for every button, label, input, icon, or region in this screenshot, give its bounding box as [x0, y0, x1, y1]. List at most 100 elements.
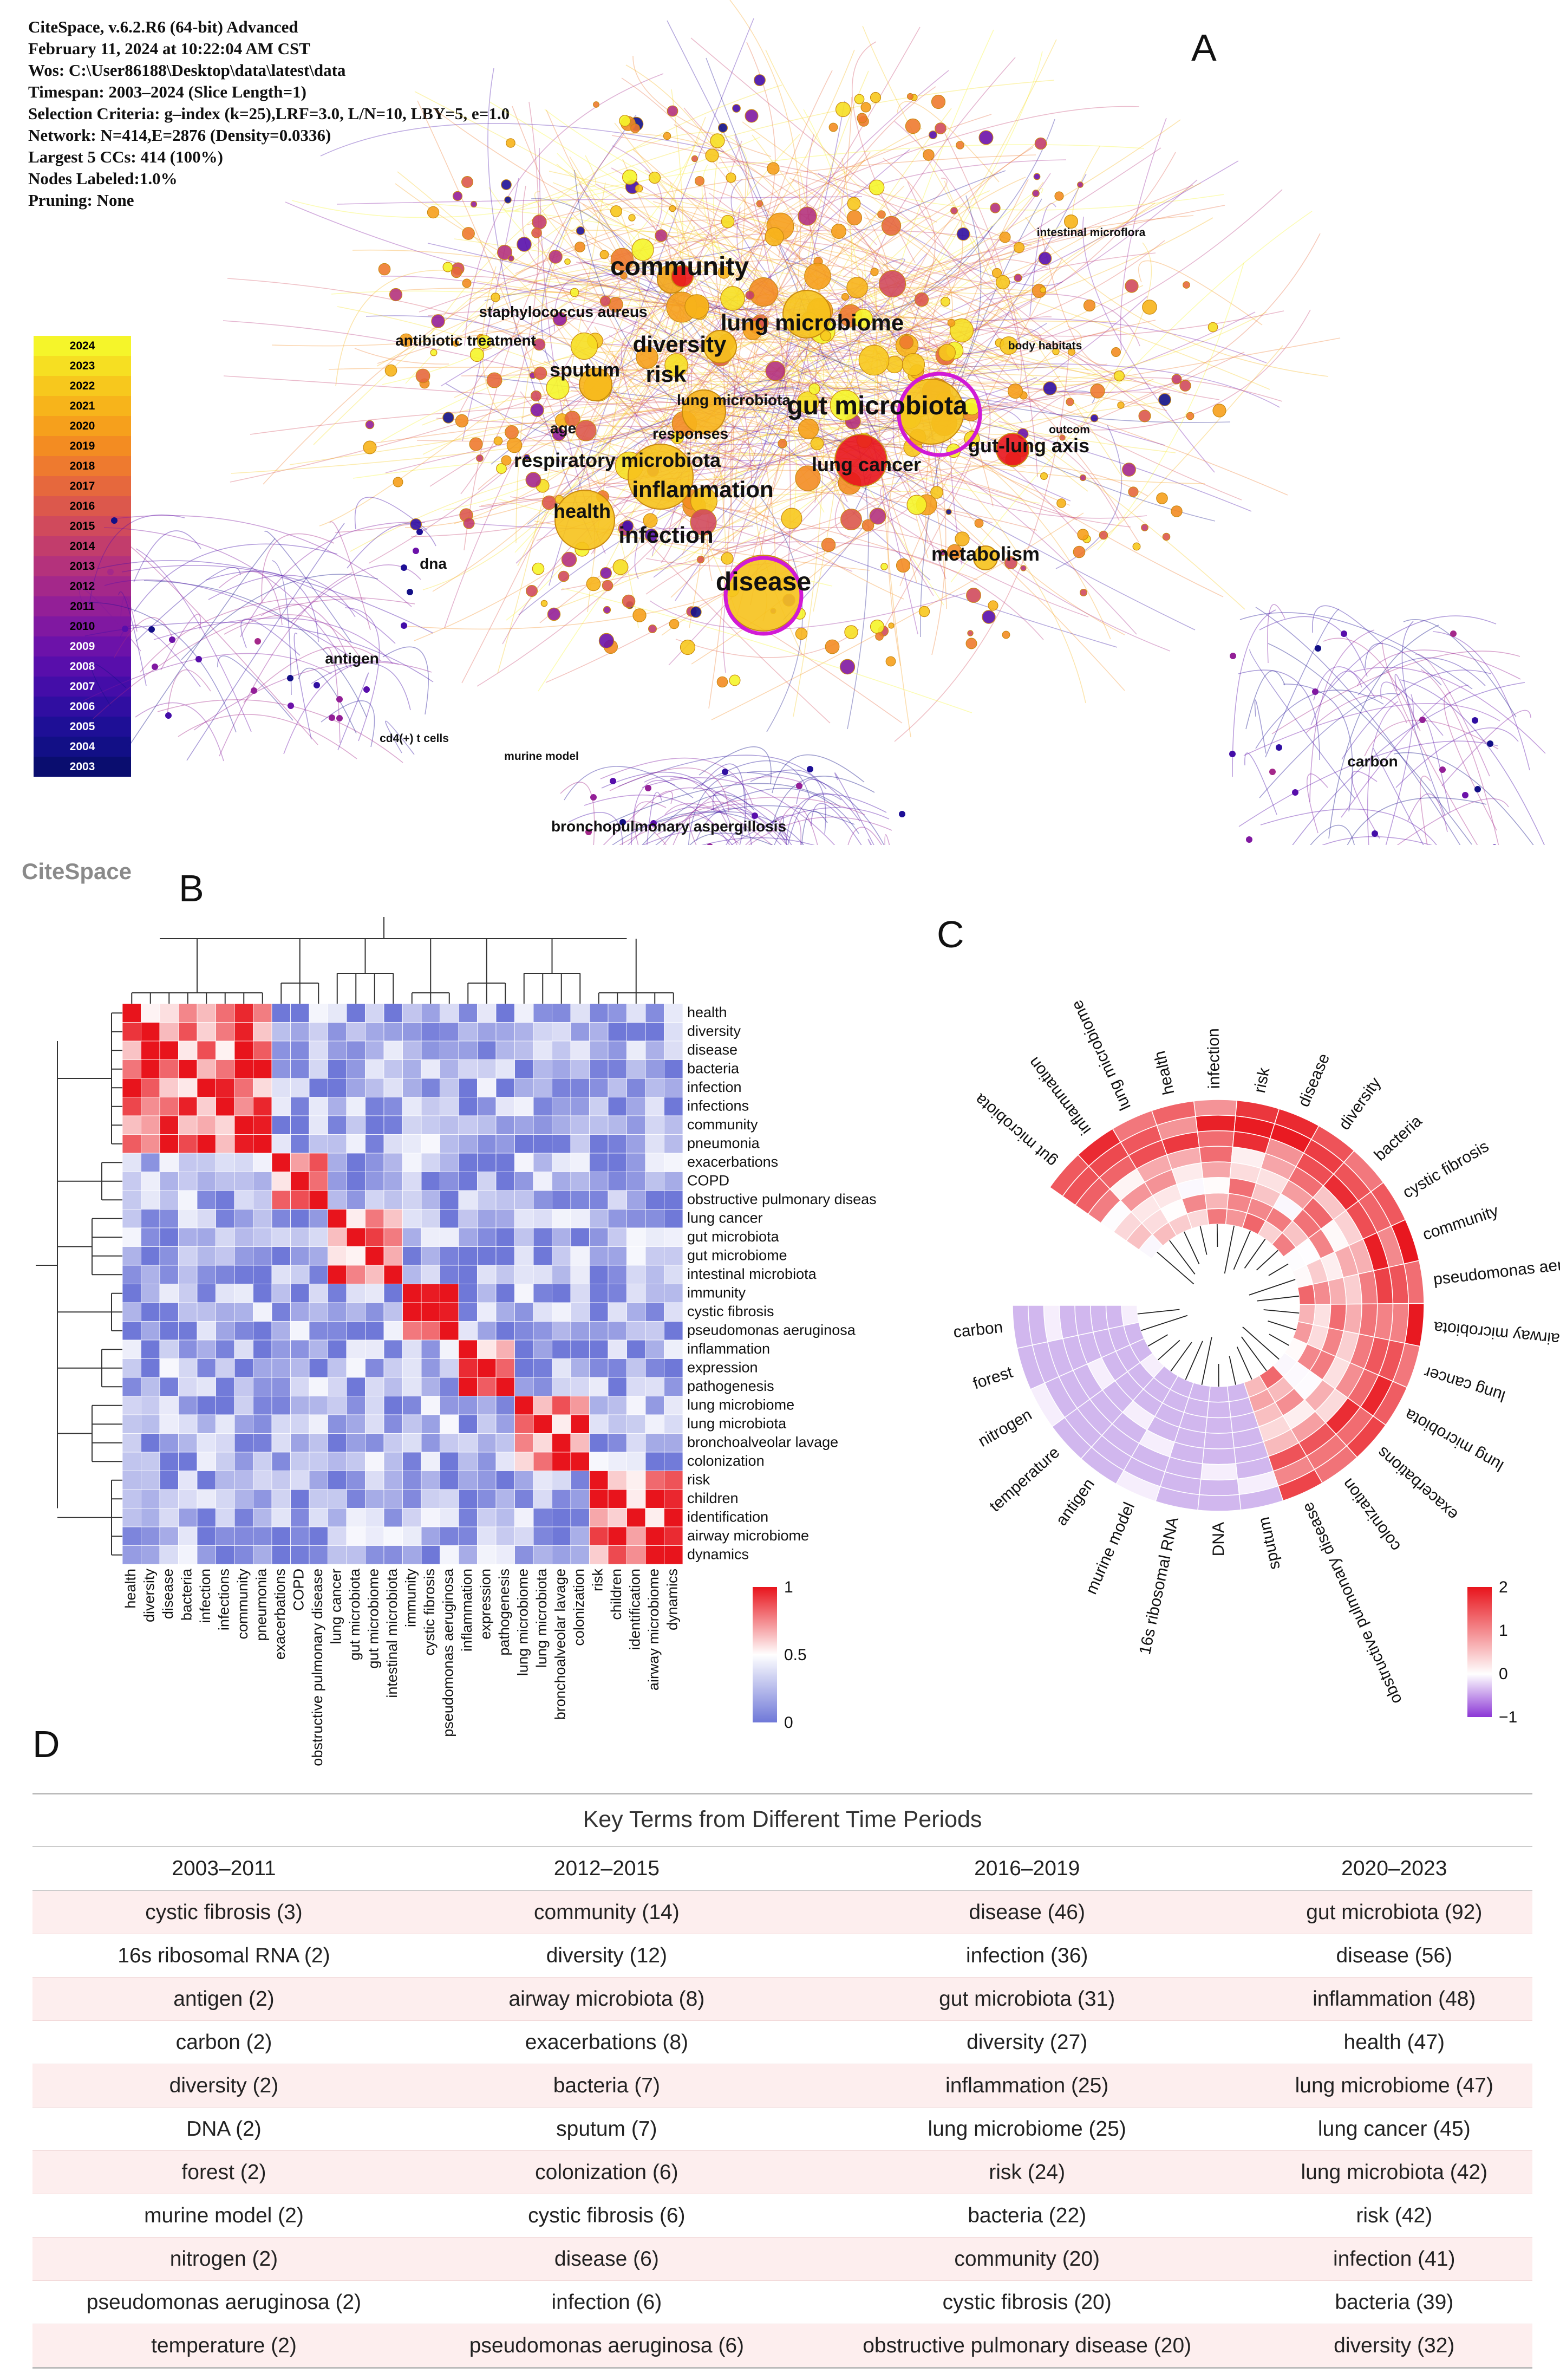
- network-edge: [874, 147, 1034, 427]
- key-terms-panel: D Key Terms from Different Time Periods …: [0, 1722, 1560, 2380]
- heatmap-cell: [589, 1059, 609, 1079]
- network-node: [476, 454, 484, 462]
- network-node: [590, 794, 597, 801]
- network-edge: [628, 339, 1021, 365]
- heatmap-cell: [626, 1190, 646, 1209]
- heatmap-cell: [440, 1284, 459, 1303]
- heatmap-cell: [197, 1377, 216, 1396]
- network-edge: [1420, 776, 1431, 845]
- heatmap-cell: [365, 1526, 384, 1546]
- network-node: [416, 529, 423, 535]
- heatmap-column-label: COPD: [291, 1569, 307, 1611]
- network-node: [690, 606, 702, 618]
- heatmap-cell: [383, 1190, 403, 1209]
- heatmap-cell: [552, 1508, 571, 1527]
- network-edge: [639, 285, 756, 339]
- heatmap-cell: [309, 1172, 328, 1191]
- heatmap-cell: [533, 1358, 552, 1378]
- network-node: [854, 94, 865, 105]
- circular-keyword-label: nitrogen: [975, 1406, 1035, 1451]
- network-edge: [748, 816, 892, 845]
- heatmap-cell: [664, 1508, 683, 1527]
- heatmap-cell: [328, 1377, 347, 1396]
- heatmap-cell: [216, 1153, 235, 1172]
- heatmap-cell: [495, 1284, 515, 1303]
- network-keyword-label: bronchopulmonary aspergillosis: [551, 818, 786, 835]
- network-node: [431, 314, 445, 328]
- heatmap-cell: [626, 1508, 646, 1527]
- heatmap-cell: [608, 1059, 627, 1079]
- heatmap-cell: [328, 1526, 347, 1546]
- network-edge: [624, 515, 799, 544]
- network-node: [923, 149, 935, 161]
- heatmap-cell: [122, 1172, 141, 1191]
- heatmap-dendrogram: [36, 917, 674, 1556]
- table-cell: DNA (2): [32, 2107, 415, 2151]
- circular-keyword-label: gut microbiota: [971, 1090, 1060, 1171]
- heatmap-cell: [141, 1172, 160, 1191]
- heatmap-cell: [197, 1246, 216, 1266]
- network-edge: [688, 772, 773, 845]
- heatmap-cell: [159, 1041, 179, 1060]
- circular-keyword-label: DNA: [1210, 1522, 1228, 1557]
- network-node: [938, 343, 956, 361]
- heatmap-cell: [664, 1172, 683, 1191]
- heatmap-column-label: infections: [216, 1569, 232, 1630]
- heatmap-row-label: pneumonia: [687, 1135, 760, 1151]
- network-edge: [224, 614, 364, 664]
- heatmap-cell: [458, 1526, 478, 1546]
- heatmap-cell: [365, 1302, 384, 1322]
- heatmap-cell: [271, 1433, 291, 1453]
- legend-year: 2011: [34, 596, 131, 616]
- heatmap-cell: [589, 1414, 609, 1434]
- heatmap-cell: [533, 1227, 552, 1247]
- heatmap-cell: [421, 1115, 440, 1135]
- network-node: [1122, 463, 1136, 477]
- heatmap-cell: [290, 1246, 310, 1266]
- heatmap-column-label: pneumonia: [253, 1568, 270, 1641]
- network-keyword-label: staphylococcus aureus: [479, 303, 647, 320]
- heatmap-cell: [626, 1059, 646, 1079]
- heatmap-cell: [290, 1190, 310, 1209]
- heatmap-cell: [197, 1003, 216, 1023]
- network-node: [798, 206, 817, 226]
- network-edge: [748, 337, 963, 366]
- heatmap-cell: [570, 1246, 590, 1266]
- panel-label-a: A: [1191, 27, 1217, 69]
- circular-keyword-label: airway microbiota: [1433, 1318, 1560, 1348]
- heatmap-cell: [178, 1003, 198, 1023]
- heatmap-cell: [402, 1022, 422, 1042]
- table-cell: gut microbiota (92): [1256, 1890, 1532, 1934]
- heatmap-cell: [552, 1115, 571, 1135]
- network-hub-node: [628, 444, 694, 510]
- network-node: [1056, 498, 1066, 508]
- network-edge: [118, 591, 147, 686]
- heatmap-cell: [216, 1246, 235, 1266]
- heatmap-cell: [234, 1526, 253, 1546]
- heatmap-cell: [216, 1284, 235, 1303]
- heatmap-cell: [234, 1452, 253, 1471]
- heatmap-cell: [122, 1059, 141, 1079]
- heatmap-cell: [178, 1153, 198, 1172]
- network-edge: [1259, 693, 1401, 798]
- heatmap-cell: [178, 1414, 198, 1434]
- network-node: [748, 277, 778, 307]
- network-edge: [644, 776, 782, 845]
- heatmap-cell: [589, 1078, 609, 1097]
- heatmap-cell: [608, 1003, 627, 1023]
- heatmap-cell: [495, 1003, 515, 1023]
- heatmap-cell: [533, 1377, 552, 1396]
- network-edge: [459, 309, 632, 413]
- heatmap-cell: [626, 1321, 646, 1341]
- heatmap-cell: [589, 1339, 609, 1359]
- network-node: [905, 118, 921, 134]
- network-node: [619, 819, 626, 825]
- legend-year: 2013: [34, 556, 131, 576]
- heatmap-cell: [477, 1489, 497, 1508]
- network-edge: [706, 324, 960, 508]
- table-cell: forest (2): [32, 2150, 415, 2194]
- network-edge: [283, 660, 399, 755]
- heatmap-cell: [608, 1321, 627, 1341]
- heatmap-cell: [552, 1209, 571, 1228]
